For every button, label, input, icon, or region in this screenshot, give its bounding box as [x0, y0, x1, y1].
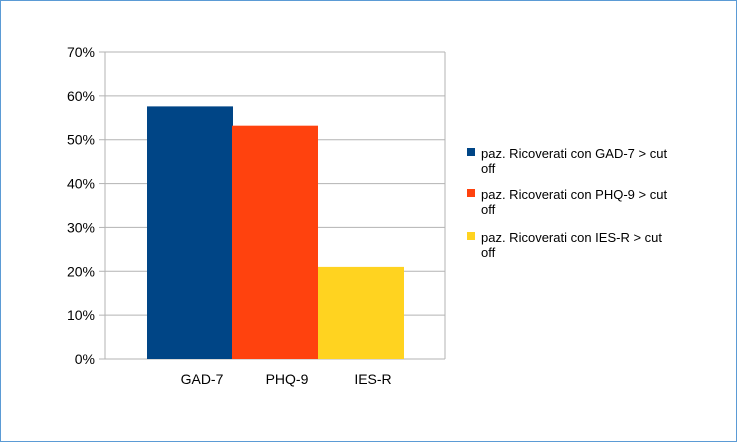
x-tick-label: IES-R: [354, 371, 391, 387]
legend-swatch: [467, 148, 475, 156]
y-tick-label: 50%: [67, 132, 95, 148]
bars: [147, 106, 404, 360]
y-tick-label: 70%: [67, 44, 95, 60]
bar-gad-7: [147, 106, 233, 359]
y-tick-label: 60%: [67, 88, 95, 104]
bar-phq-9: [232, 125, 318, 360]
legend-label: paz. Ricoverati con IES-R > cut off: [481, 230, 662, 260]
legend-label: paz. Ricoverati con PHQ-9 > cut off: [481, 187, 667, 217]
y-axis-ticks: 0% 10% 20% 30% 40% 50% 60% 70%: [67, 44, 95, 367]
legend-swatch: [467, 189, 475, 197]
legend-swatch: [467, 232, 475, 240]
y-tick-label: 30%: [67, 219, 95, 235]
x-tick-label: PHQ-9: [266, 371, 309, 387]
y-tick-label: 0%: [75, 351, 95, 367]
legend: paz. Ricoverati con GAD-7 > cut off paz. R…: [467, 146, 667, 260]
bar-ies-r: [318, 266, 404, 359]
y-tick-label: 10%: [67, 307, 95, 323]
x-axis-ticks: GAD-7 PHQ-9 IES-R: [181, 371, 392, 387]
x-tick-label: GAD-7: [181, 371, 224, 387]
legend-label: paz. Ricoverati con GAD-7 > cut off: [481, 146, 667, 176]
y-tick-label: 40%: [67, 176, 95, 192]
y-tick-label: 20%: [67, 263, 95, 279]
